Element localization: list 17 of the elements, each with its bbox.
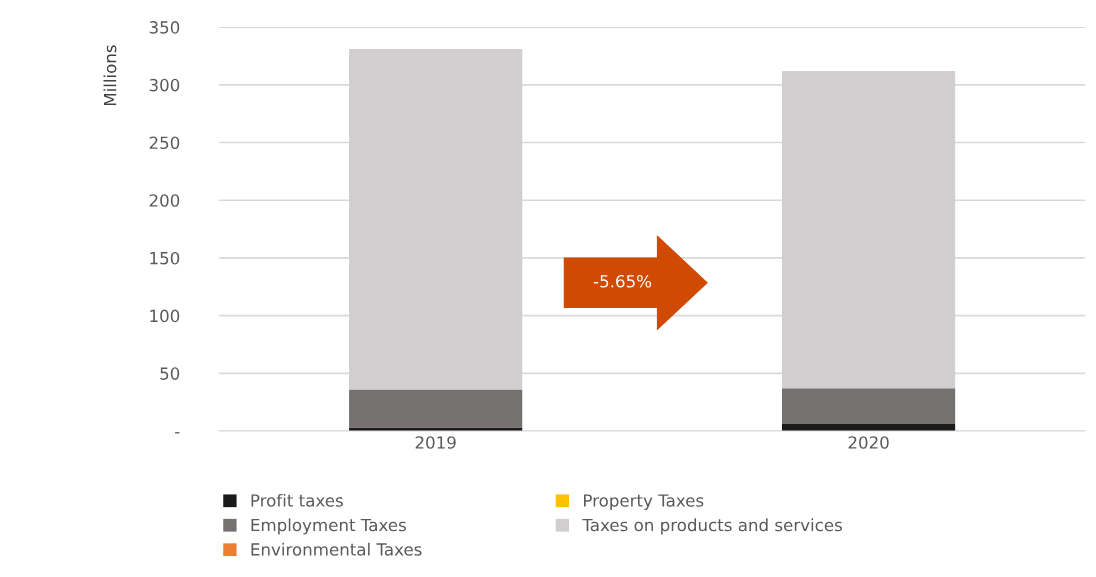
x-tick-label: 2019 <box>415 436 456 449</box>
y-axis-title: Millions <box>103 45 117 106</box>
legend-label: Profit taxes <box>251 493 343 507</box>
y-tick-label: 150 <box>150 251 180 265</box>
legend-label: Property Taxes <box>584 494 704 511</box>
legend-label: Taxes on products and services <box>582 518 842 535</box>
annotation: -5.65% <box>593 274 652 288</box>
y-tick-label: 100 <box>150 309 180 323</box>
y-tick-label: 350 <box>149 21 180 34</box>
legend-label: Employment Taxes <box>251 518 406 535</box>
x-tick-label: 2020 <box>848 436 889 449</box>
y-tick-label: 250 <box>149 136 180 150</box>
y-tick-label: 50 <box>160 367 180 380</box>
y-tick-label: - <box>175 432 180 434</box>
y-tick-label: 200 <box>149 194 180 207</box>
legend-label: Environmental Taxes <box>251 542 422 556</box>
y-tick-label: 300 <box>149 78 180 92</box>
